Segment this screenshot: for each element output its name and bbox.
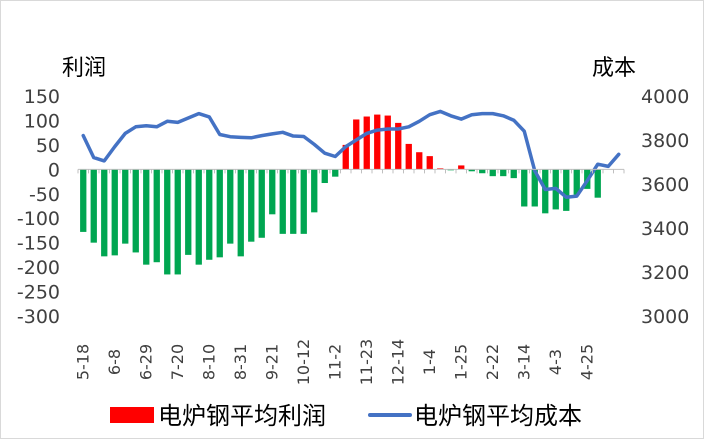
profit-bar [426,156,433,170]
x-tick-label: 6-8 [105,349,124,375]
left-tick-label: 100 [24,110,60,132]
x-tick-label: 7-20 [168,344,187,380]
profit-bar [489,169,496,177]
left-tick-label: -50 [29,184,60,206]
cost-line [81,109,621,199]
profit-bar [143,169,150,265]
profit-bar [594,169,601,198]
profit-bar [311,169,318,213]
profit-bar [185,169,192,255]
profit-bar [332,169,339,177]
profit-bar [500,169,507,177]
left-tick-label: 150 [24,86,60,108]
left-tick-label: -100 [17,208,60,230]
profit-bar [531,169,538,207]
right-axis-ticks: 4000 3800 3600 3400 3200 3000 [641,86,689,328]
profit-bar [321,169,328,184]
x-axis-ticks: 5-18 6-8 6-29 7-20 8-10 8-31 9-21 10-12 11-2 11-2… [73,339,596,386]
x-tick-label: 11-2 [325,344,344,380]
right-tick-label: 3400 [641,218,689,240]
x-tick-label: 11-23 [357,339,376,386]
right-tick-label: 3000 [641,306,689,328]
right-tick-label: 4000 [641,86,689,108]
profit-bar [405,143,412,170]
x-tick-label: 5-18 [73,344,92,380]
profit-bar [111,169,118,256]
left-tick-label: 50 [36,135,60,157]
x-tick-label: 9-21 [262,344,281,380]
x-tick-label: 1-25 [451,344,470,380]
profit-bar [269,169,276,215]
profit-bar [363,116,370,170]
profit-bar [416,152,423,170]
profit-bar [248,169,255,242]
right-tick-label: 3800 [641,130,689,152]
profit-bar [132,169,139,253]
profit-bar [521,169,528,207]
x-tick-label: 8-31 [231,344,250,380]
x-tick-label: 12-14 [388,339,407,386]
x-tick-label: 4-25 [577,344,596,380]
x-tick-label: 2-22 [483,344,502,380]
profit-bar [300,169,307,234]
x-tick-label: 4-3 [546,349,565,375]
profit-bar [279,169,286,234]
left-tick-label: -200 [17,257,60,279]
profit-bar [395,122,402,170]
right-tick-label: 3200 [641,262,689,284]
profit-bar [563,169,570,211]
legend-swatch-profit [110,407,154,423]
left-tick-label: -300 [17,306,60,328]
profit-bar [122,169,129,244]
profit-bar [510,169,517,179]
legend-label-profit: 电炉钢平均利润 [158,402,326,430]
profit-bar [80,169,87,232]
profit-bar [468,169,475,172]
profit-bar [342,144,349,170]
right-tick-label: 3600 [641,174,689,196]
left-tick-label: -250 [17,282,60,304]
profit-bar [479,169,486,174]
profit-bar [384,115,391,170]
left-tick-label: 0 [48,159,60,181]
profit-bar [258,169,265,238]
profit-bar [90,169,97,243]
legend-label-cost: 电炉钢平均成本 [414,402,582,430]
x-tick-label: 1-4 [420,349,439,375]
legend: 电炉钢平均利润 电炉钢平均成本 [110,402,582,430]
profit-bar [542,169,549,214]
profit-bar [227,169,234,244]
profit-bar [195,169,202,265]
left-tick-label: -150 [17,233,60,255]
line-series [81,109,621,199]
profit-bar [153,169,160,263]
profit-bar [164,169,171,275]
profit-bar [206,169,213,260]
profit-bar [573,169,580,195]
profit-bar [216,169,223,258]
x-tick-label: 8-10 [199,344,218,380]
profit-bar [353,119,360,170]
x-axis [77,168,625,174]
right-axis-title: 成本 [592,56,636,81]
left-axis-title: 利润 [62,56,106,81]
profit-bar [374,114,381,170]
profit-bar [458,165,465,170]
bar-series [80,114,601,275]
x-tick-label: 6-29 [136,344,155,380]
profit-bar [237,169,244,257]
profit-bar [290,169,297,234]
profit-bar [174,169,181,275]
x-tick-label: 3-14 [514,344,533,380]
profit-bar [101,169,108,257]
x-tick-label: 10-12 [294,339,313,386]
